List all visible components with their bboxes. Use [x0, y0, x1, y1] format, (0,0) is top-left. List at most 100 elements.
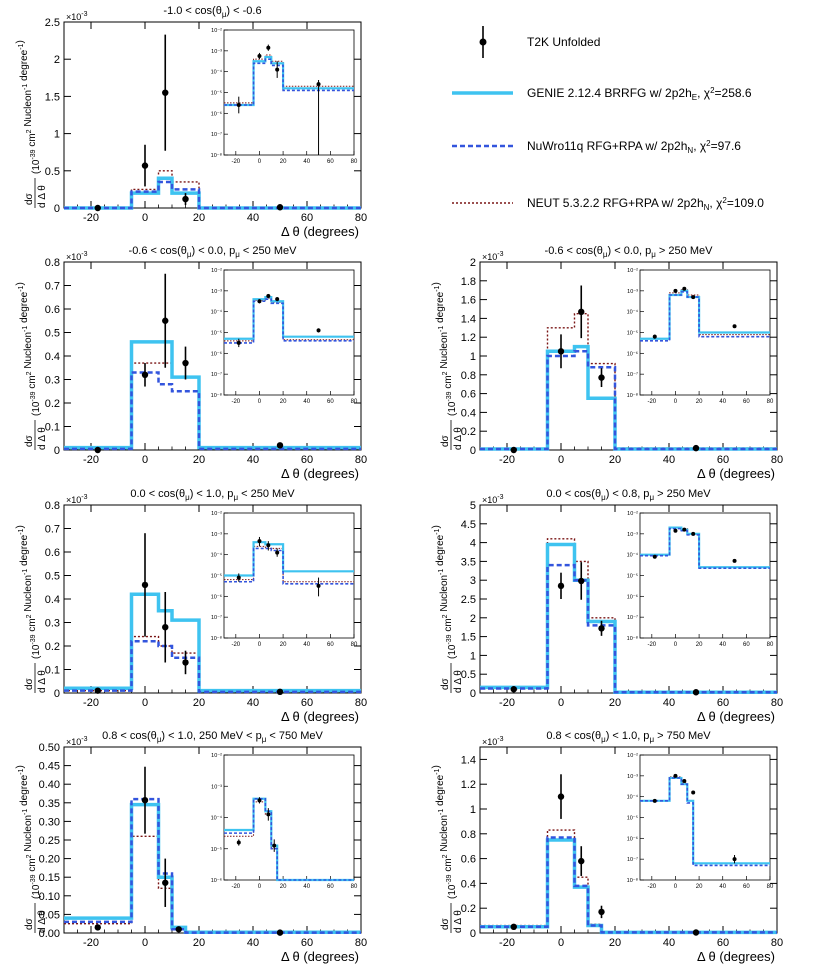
y-tick-label: 0.6 [461, 854, 476, 866]
inset-data-point [257, 798, 262, 803]
inset-y-tick-label: 10⁻⁵ [627, 815, 638, 822]
axis-multiplier: ×10-3 [66, 251, 88, 262]
series-genie [64, 176, 361, 210]
x-tick-label: 40 [247, 937, 259, 949]
data-point [598, 625, 605, 632]
x-tick-label: 40 [663, 697, 675, 709]
y-tick-label: 0.1 [45, 422, 60, 434]
data-point [692, 929, 700, 936]
inset-y-tick-label: 10⁻³ [211, 532, 222, 538]
inset-y-tick-label: 10⁻⁴ [211, 69, 223, 76]
x-tick-label: 60 [717, 454, 729, 466]
panel-4: 0.0 < cos(θμ) < 1.0, pμ < 250 MeV ×10-3 -2… [15, 488, 367, 724]
x-tick-label: 0 [558, 697, 564, 709]
inset-data-point [691, 790, 696, 795]
x-tick-label: -20 [83, 937, 99, 949]
inset-x-tick-label: 0 [674, 642, 678, 648]
x-tick-label: 80 [771, 697, 783, 709]
inset-data-point [316, 583, 321, 588]
inset-data-point [266, 543, 271, 548]
x-tick-label: 60 [717, 697, 729, 709]
y-label-units: (10-39 cm2 Nucleon-1 degree-1) [15, 525, 42, 659]
y-label-denominator: d Δ θ [37, 185, 48, 208]
inset-y-tick-label: 10⁻⁵ [211, 90, 222, 97]
inset-x-tick-label: 20 [696, 399, 703, 405]
axis-multiplier: ×10-3 [482, 736, 504, 747]
inset-data-point [691, 531, 696, 536]
y-tick-label: 4 [470, 538, 476, 550]
axis-multiplier: ×10-3 [66, 736, 88, 747]
y-axis-label: dσ d Δ θ (10-39 cm2 Nucleon-1 degree-1) [15, 765, 48, 933]
inset-x-tick-label: -20 [231, 884, 240, 890]
x-tick-label: 40 [247, 697, 259, 709]
inset-data-point [682, 779, 687, 784]
inset-data-point [257, 299, 262, 304]
inset-x-tick-label: 20 [696, 884, 703, 890]
y-tick-label: 1 [470, 804, 476, 816]
y-axis-label: dσ d Δ θ (10-39 cm2 Nucleon-1 degree-1) [431, 525, 464, 693]
inset-log-plot: -20 0 20 40 60 80 10⁻⁸ 10⁻⁷ 10⁻⁶ 10⁻⁵ 10⁻⁴ 10⁻³ 10⁻² [211, 268, 358, 405]
inset-data-point [266, 812, 271, 817]
data-point [276, 442, 284, 449]
axis-multiplier: ×10-3 [66, 494, 88, 505]
series-nuwro [480, 836, 777, 934]
inset-x-tick-label: 80 [767, 884, 774, 890]
inset-y-tick-label: 10⁻⁶ [211, 110, 222, 117]
inset-y-tick-label: 10⁻⁸ [211, 392, 222, 399]
x-tick-label: 0 [142, 697, 148, 709]
inset-data-point [673, 288, 678, 293]
x-tick-label: -20 [83, 212, 99, 224]
inset-y-tick-label: 10⁻⁸ [211, 635, 222, 642]
inset-x-tick-label: 60 [327, 399, 334, 405]
inset-y-tick-label: 10⁻⁶ [627, 350, 638, 357]
inset-series-nuwro [640, 291, 770, 342]
inset-frame [223, 269, 355, 396]
y-tick-label: 0.8 [461, 370, 476, 382]
legend: T2K Unfolded GENIE 2.12.4 BRRFG w/ 2p2hE,… [452, 26, 764, 212]
y-tick-label: 0.5 [45, 328, 60, 340]
y-tick-label: 0.5 [461, 669, 476, 681]
y-tick-label: 0.2 [45, 398, 60, 410]
panel-6: 0.8 < cos(θμ) < 1.0, 250 MeV < pμ < 750 … [15, 730, 367, 964]
x-tick-label: -20 [83, 454, 99, 466]
y-tick-label: 5 [470, 500, 476, 512]
y-tick-label: 0.2 [461, 903, 476, 915]
inset-data-point [275, 67, 280, 72]
y-tick-label: 0.4 [45, 351, 60, 363]
y-tick-label: 0.5 [45, 166, 60, 178]
inset-y-tick-label: 10⁻⁶ [627, 593, 638, 600]
x-tick-label: 20 [193, 697, 205, 709]
series-nuwro [64, 371, 361, 451]
inset-data-point [236, 340, 241, 345]
y-tick-label: 0 [54, 688, 60, 700]
inset-x-tick-label: 80 [351, 884, 358, 890]
data-point [94, 924, 101, 931]
inset-x-tick-label: 0 [674, 884, 678, 890]
data-point [141, 796, 149, 804]
data-point [510, 446, 517, 454]
data-point [182, 359, 189, 367]
inset-y-tick-label: 10⁻³ [627, 774, 638, 780]
y-tick-label: 1.6 [461, 295, 476, 307]
inset-x-tick-label: 80 [351, 399, 358, 405]
inset-frame [223, 29, 355, 156]
data-point [175, 926, 182, 933]
inset-series-nuwro [224, 298, 354, 344]
y-tick-label: 4.5 [461, 519, 476, 531]
inset-y-tick-label: 10⁻² [211, 753, 222, 759]
y-label-units: (10-39 cm2 Nucleon-1 degree-1) [431, 765, 458, 899]
inset-data-point [732, 558, 737, 563]
y-tick-label: 0.8 [45, 257, 60, 269]
x-tick-label: 40 [247, 212, 259, 224]
y-tick-label: 0.10 [39, 891, 60, 903]
inset-y-tick-label: 10⁻⁸ [211, 152, 222, 159]
y-tick-label: 0.15 [39, 872, 60, 884]
axis-multiplier: ×10-3 [66, 11, 88, 22]
x-tick-label: 20 [193, 937, 205, 949]
inset-y-tick-label: 10⁻⁴ [627, 552, 639, 559]
y-label-numerator: dσ [24, 677, 35, 690]
inset-data-point [236, 575, 241, 580]
data-point [557, 348, 565, 355]
y-tick-label: 0.7 [45, 281, 60, 293]
